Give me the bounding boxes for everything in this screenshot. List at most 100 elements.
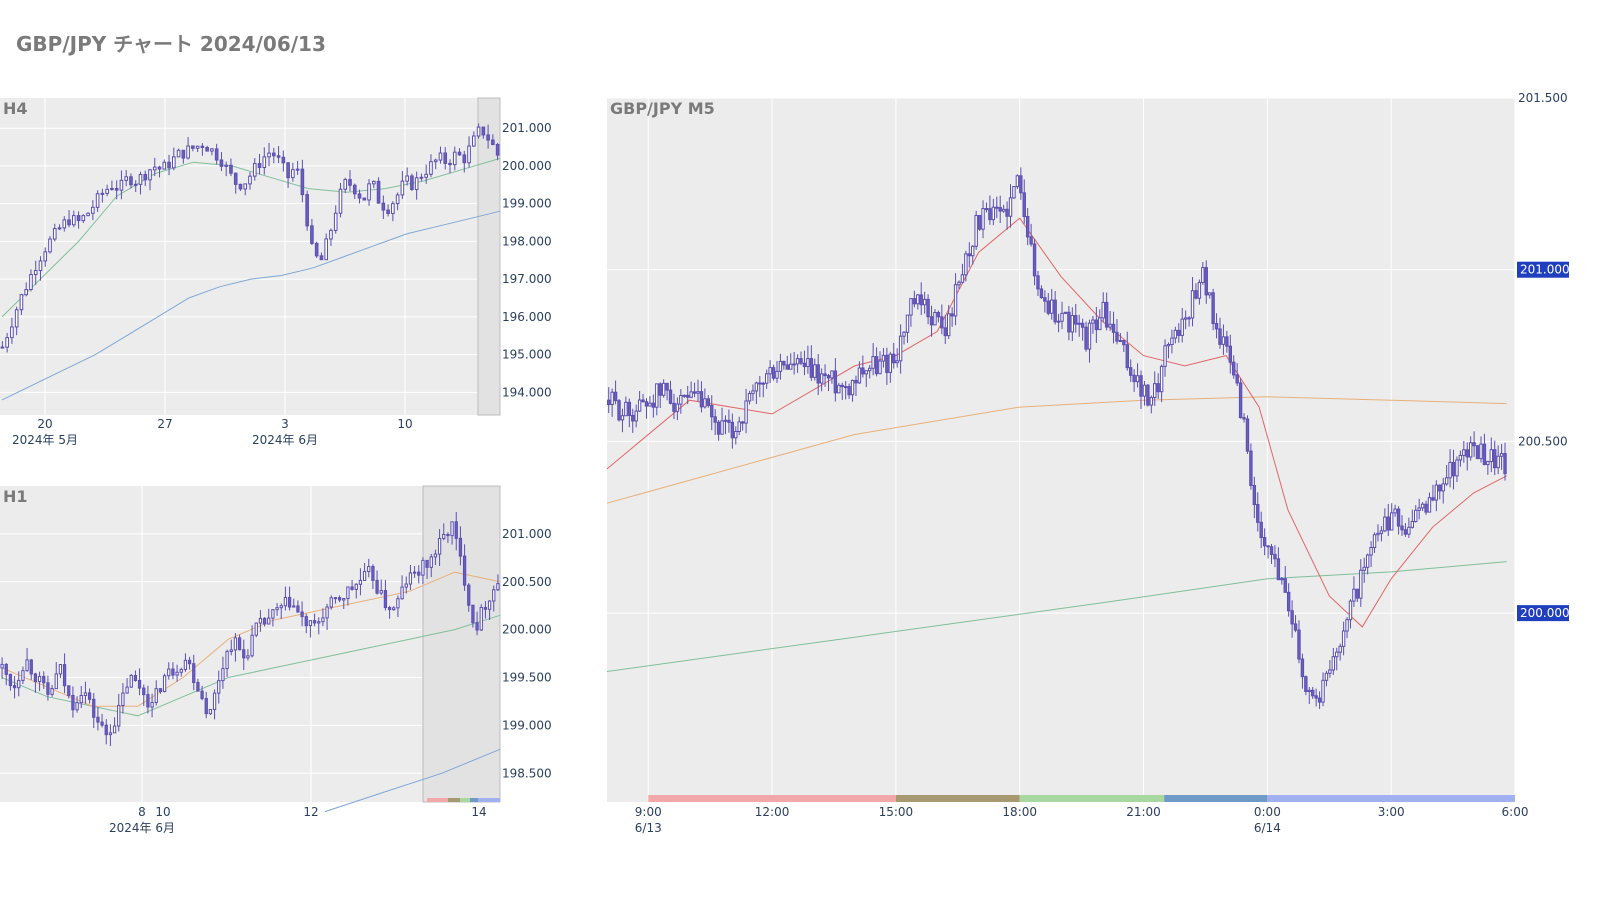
candle: [0, 346, 5, 349]
candle: [1283, 578, 1287, 593]
candle: [1111, 323, 1116, 333]
candle: [1252, 484, 1257, 506]
candle: [1417, 507, 1421, 511]
candle: [641, 399, 645, 403]
x-tick-sublabel: 2024年 6月: [109, 821, 175, 835]
candle: [661, 382, 666, 396]
candle: [905, 314, 910, 333]
candle: [782, 360, 786, 366]
candle: [371, 566, 375, 581]
candle: [224, 164, 228, 167]
candle: [816, 364, 820, 384]
candle: [492, 589, 496, 602]
candle: [50, 688, 54, 695]
m5-ma-mid: [606, 396, 1507, 504]
candle: [221, 668, 225, 682]
candle: [854, 379, 858, 384]
candle: [620, 415, 625, 421]
candle: [496, 583, 500, 591]
candle: [1393, 508, 1397, 514]
candle: [696, 391, 700, 394]
candle: [100, 721, 104, 726]
candle: [888, 353, 893, 373]
candle: [433, 553, 438, 558]
candle: [52, 227, 57, 240]
candle: [481, 126, 486, 136]
candle: [43, 251, 48, 262]
candle: [457, 151, 462, 156]
x-tick-label: 21:00: [1126, 805, 1161, 819]
h1-session-ny: [478, 798, 500, 802]
candle: [162, 161, 167, 170]
candle: [17, 679, 21, 689]
candle: [761, 382, 765, 385]
y-tick-label: 200.500: [502, 575, 552, 589]
candle: [267, 152, 271, 158]
candle: [1180, 318, 1184, 336]
candle: [627, 401, 632, 416]
candle: [857, 367, 862, 384]
candle: [809, 358, 814, 378]
candle: [1008, 197, 1013, 217]
candle: [1146, 384, 1150, 406]
y-tick-label: 199.000: [502, 718, 552, 732]
candle: [1108, 323, 1112, 328]
candle: [1070, 315, 1075, 333]
candle: [167, 668, 171, 677]
candle: [878, 360, 882, 375]
candle: [655, 383, 659, 408]
candle: [257, 163, 262, 169]
candle: [950, 313, 954, 317]
candle: [248, 175, 252, 185]
candle: [1228, 345, 1232, 363]
candle: [467, 145, 471, 164]
candle: [1335, 651, 1339, 658]
candle: [1190, 290, 1195, 319]
candle: [72, 215, 76, 226]
candle: [1115, 331, 1119, 342]
candle: [1383, 516, 1387, 532]
candle: [181, 149, 186, 159]
candle: [296, 605, 300, 613]
candle: [487, 600, 492, 610]
candle: [610, 391, 614, 406]
candle: [105, 188, 109, 194]
m5-session-ny: [1267, 795, 1515, 802]
candle: [689, 391, 693, 398]
candle: [1204, 267, 1208, 296]
candle: [314, 242, 319, 257]
candle: [874, 356, 879, 375]
candle: [1104, 301, 1109, 328]
h4-highlight-window: [477, 97, 501, 416]
candle: [458, 537, 463, 557]
candle: [902, 331, 906, 337]
h1-plot-area: [0, 486, 500, 802]
candle: [1094, 319, 1099, 331]
candle: [699, 391, 704, 408]
candle: [1345, 619, 1349, 632]
candle: [395, 194, 400, 205]
candle: [1486, 461, 1490, 466]
x-tick-label: 8: [138, 805, 146, 819]
candle: [1362, 566, 1366, 571]
candle: [1087, 322, 1092, 350]
candle: [1218, 328, 1222, 345]
candle: [479, 606, 483, 631]
candle: [1235, 374, 1239, 384]
candle: [967, 253, 972, 257]
candle: [10, 326, 14, 339]
candle: [405, 175, 409, 182]
candle: [933, 311, 937, 326]
candle: [1132, 374, 1136, 383]
candle: [414, 177, 419, 190]
candle: [171, 668, 175, 676]
candle: [176, 149, 181, 158]
candle: [291, 169, 295, 179]
candle: [668, 389, 673, 404]
candle: [960, 274, 965, 283]
candle: [929, 316, 934, 326]
candle: [452, 151, 457, 166]
candle: [789, 363, 793, 370]
candle: [617, 400, 621, 421]
candle: [758, 382, 762, 385]
